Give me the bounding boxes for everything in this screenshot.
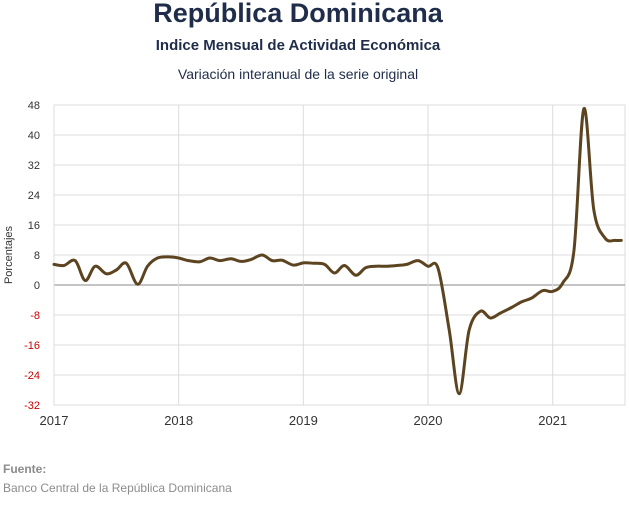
data-point [615,240,616,241]
x-tick-label: 2019 [289,413,318,428]
data-point [95,266,96,267]
x-tick-label: 2018 [164,413,193,428]
data-point [147,266,148,267]
data-series [52,107,623,396]
data-point [231,258,232,259]
data-point [621,240,622,241]
data-point [418,260,419,261]
data-point [375,266,376,267]
data-point [303,262,304,263]
data-point [469,330,470,331]
data-point [250,259,251,260]
source-label: Fuente: [3,462,47,476]
data-point [490,318,491,319]
data-point [168,256,169,257]
y-tick-label: -8 [30,310,40,322]
data-point [126,263,127,264]
series-line [52,107,623,396]
x-tick-label: 2020 [414,413,443,428]
y-axis-label: Porcentajes [3,225,15,284]
y-tick-label: 48 [28,100,40,112]
data-point [365,267,366,268]
data-point [428,266,429,267]
y-tick-label: -32 [24,400,40,412]
data-point [480,311,481,312]
data-point [542,290,543,291]
y-tick-label: 0 [34,280,40,292]
data-point [85,280,86,281]
chart-subtitle: Indice Mensual de Actividad Económica [155,37,441,54]
data-point [157,258,158,259]
y-tick-label: 8 [34,250,40,262]
data-point [459,393,460,394]
data-point [344,265,345,266]
data-point [396,265,397,266]
page-title: República Dominicana [153,0,443,28]
x-tick-label: 2017 [40,413,69,428]
data-point [593,210,594,211]
data-point [583,108,584,109]
data-point [178,258,179,259]
data-point [54,264,55,265]
data-point [511,307,512,308]
data-point [293,265,294,266]
data-point [75,260,76,261]
data-point [324,264,325,265]
y-tick-label: -16 [24,340,40,352]
data-point [313,263,314,264]
data-point [449,330,450,331]
y-tick-label: 24 [28,190,40,202]
data-point [386,266,387,267]
data-point [188,260,189,261]
data-point [521,301,522,302]
data-point [552,291,553,292]
data-point [199,261,200,262]
data-point [282,260,283,261]
data-point [531,298,532,299]
data-point [116,270,117,271]
data-point [573,251,574,252]
data-point [605,238,606,239]
data-point [562,283,563,284]
chart-description: Variación interanual de la serie origina… [177,66,419,82]
grid-lines [53,104,626,406]
data-point [262,255,263,256]
data-point [63,265,64,266]
data-point [272,260,273,261]
data-point [219,260,220,261]
y-tick-label: 16 [28,220,40,232]
data-point [241,261,242,262]
data-point [106,273,107,274]
y-tick-label: 40 [28,130,40,142]
y-tick-label: -24 [24,370,40,382]
y-tick-label: 32 [28,160,40,172]
data-point [137,284,138,285]
source-text: Banco Central de la República Dominicana [3,481,232,495]
data-point [334,273,335,274]
data-point [209,258,210,259]
x-tick-labels: 2017 2018 2019 2020 2021 [40,413,568,428]
data-point [406,264,407,265]
data-point [437,268,438,269]
x-tick-label: 2021 [538,413,567,428]
data-point [500,313,501,314]
y-tick-labels: 48 40 32 24 16 8 0 -8 -16 -24 -32 [24,100,40,412]
data-point [355,275,356,276]
